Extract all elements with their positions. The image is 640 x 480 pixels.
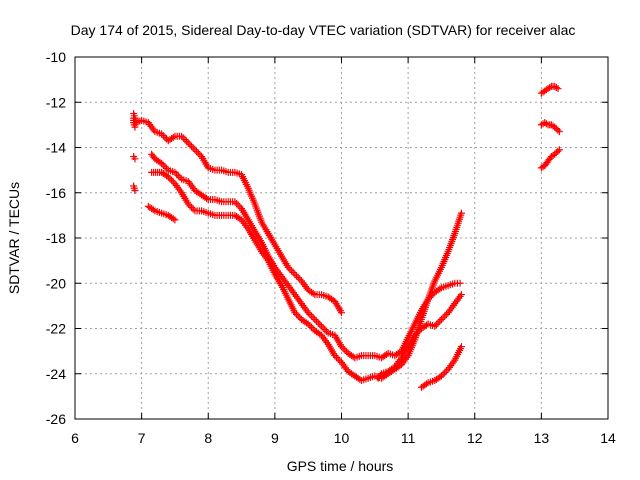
track-1-marker (185, 139, 192, 146)
track-2-marker (313, 318, 320, 325)
track-1-marker (288, 267, 295, 274)
track-5-marker (441, 313, 448, 320)
track-3-marker (308, 324, 315, 331)
track-1-marker (181, 136, 188, 143)
track-3-marker (168, 177, 175, 184)
track-1-marker (291, 271, 298, 278)
track-2-marker (318, 323, 325, 330)
x-tick-label: 14 (600, 430, 616, 446)
track-1-marker (293, 272, 300, 279)
track-1-marker (186, 141, 193, 148)
x-axis-label: GPS time / hours (287, 458, 394, 474)
y-tick-label: -24 (46, 366, 66, 382)
track-2-marker (321, 326, 328, 333)
track-2-marker (161, 163, 168, 170)
x-tick-label: 7 (138, 430, 146, 446)
track-1-marker (183, 138, 190, 145)
track-2-marker (341, 346, 348, 353)
chart-title: Day 174 of 2015, Sidereal Day-to-day VTE… (71, 22, 576, 38)
track-2-marker (310, 314, 317, 321)
y-tick-label: -22 (46, 321, 66, 337)
track-1-marker (195, 150, 202, 157)
track-3-marker (188, 204, 195, 211)
track-3-marker (335, 356, 342, 363)
track-5-marker (436, 318, 443, 325)
x-tick-label: 10 (334, 430, 350, 446)
x-tick-label: 8 (204, 430, 212, 446)
axis-ticks: 6 7 8 9 10 11 12 13 14 -10 -12 -14 -16 -18 -20 -22 -24 -2… (46, 49, 616, 446)
y-tick-label: -26 (46, 411, 66, 427)
x-tick-label: 11 (401, 430, 416, 446)
late-top-marker (553, 84, 560, 91)
y-tick-label: -12 (46, 94, 66, 110)
track-3-marker (190, 206, 197, 213)
late-mid-marker (543, 120, 550, 127)
x-tick-label: 6 (71, 430, 79, 446)
track-1-marker (295, 274, 302, 281)
track-2-marker (308, 313, 315, 320)
x-tick-label: 12 (467, 430, 483, 446)
track-1-marker (191, 146, 198, 153)
track-3-marker (295, 313, 302, 320)
data-markers (130, 83, 563, 391)
y-tick-label: -14 (46, 140, 66, 156)
track-2-marker (233, 200, 240, 207)
y-tick-label: -10 (46, 49, 66, 65)
track-2-marker (315, 319, 322, 326)
track-2-marker (175, 172, 182, 179)
y-axis-label: SDTVAR / TECUs (6, 182, 22, 294)
track-1-marker (180, 134, 187, 141)
track-1-marker (193, 148, 200, 155)
x-tick-label: 13 (534, 430, 550, 446)
y-tick-label: -20 (46, 275, 66, 291)
track-1-marker (188, 143, 195, 150)
track-1-marker (290, 269, 297, 276)
track-5-marker (433, 321, 440, 328)
x-tick-label: 9 (271, 430, 279, 446)
track-2-marker (235, 202, 242, 209)
y-tick-label: -18 (46, 230, 66, 246)
track-2-marker (316, 321, 323, 328)
track-2-marker (311, 316, 318, 323)
track-2-marker (320, 324, 327, 331)
track-5-marker (438, 316, 445, 323)
y-tick-label: -16 (46, 185, 66, 201)
track-1-marker (190, 145, 197, 152)
chart: 6 7 8 9 10 11 12 13 14 -10 -12 -14 -16 -18 -20 -22 -24 -2… (0, 0, 640, 480)
track-5-marker (440, 314, 447, 321)
track-6-marker (441, 369, 448, 376)
